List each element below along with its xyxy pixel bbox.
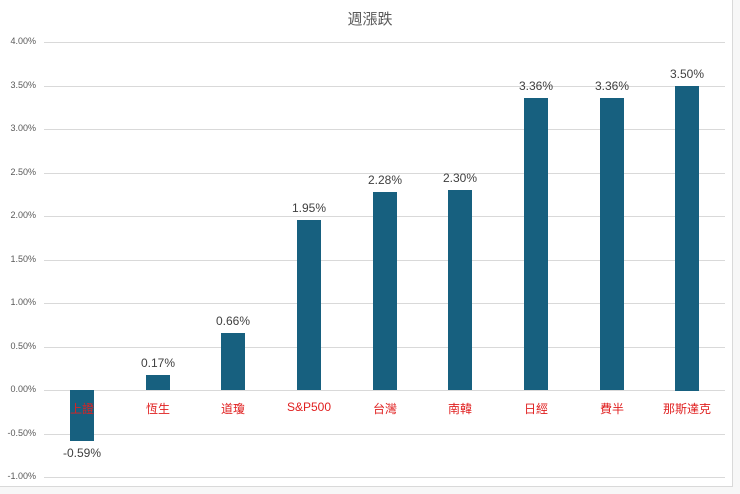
data-label: 2.30% — [442, 171, 478, 185]
bar — [221, 333, 245, 390]
data-label: 0.17% — [140, 356, 176, 370]
data-label: 2.28% — [367, 173, 403, 187]
x-category-label: S&P500 — [286, 400, 332, 414]
y-tick-label: 3.50% — [10, 80, 36, 90]
x-category-label: 上證 — [69, 402, 94, 416]
bar — [675, 86, 699, 391]
spreadsheet-row-strip — [0, 487, 740, 494]
data-label: 1.95% — [291, 201, 327, 215]
x-category-label: 恆生 — [145, 402, 170, 416]
x-category-label: 南韓 — [447, 402, 472, 416]
bar — [70, 390, 94, 441]
bar — [146, 375, 170, 390]
data-label: -0.59% — [62, 446, 102, 460]
spreadsheet-column-strip — [733, 0, 740, 494]
x-category-label: 台灣 — [372, 402, 397, 416]
y-tick-label: -1.00% — [7, 471, 36, 481]
y-tick-label: 2.50% — [10, 167, 36, 177]
data-label: 3.36% — [594, 79, 630, 93]
bar — [448, 190, 472, 390]
bar — [600, 98, 624, 390]
chart-title: 週漲跌 — [347, 11, 393, 28]
y-tick-label: 0.00% — [10, 384, 36, 394]
x-category-label: 日經 — [523, 402, 548, 416]
bar — [524, 98, 548, 390]
gridline — [44, 477, 725, 478]
gridline — [44, 390, 725, 391]
gridline — [44, 173, 725, 174]
chart-frame — [0, 0, 733, 487]
gridline — [44, 129, 725, 130]
gridline — [44, 434, 725, 435]
y-tick-label: 4.00% — [10, 36, 36, 46]
y-tick-label: -0.50% — [7, 428, 36, 438]
y-tick-label: 0.50% — [10, 341, 36, 351]
x-category-label: 那斯達克 — [662, 402, 711, 416]
y-tick-label: 1.50% — [10, 254, 36, 264]
bar — [373, 192, 397, 390]
data-label: 3.50% — [669, 67, 705, 81]
y-tick-label: 2.00% — [10, 210, 36, 220]
y-tick-label: 3.00% — [10, 123, 36, 133]
x-category-label: 費半 — [599, 402, 624, 416]
x-category-label: 道瓊 — [220, 402, 245, 416]
data-label: 0.66% — [215, 314, 251, 328]
gridline — [44, 86, 725, 87]
gridline — [44, 42, 725, 43]
data-label: 3.36% — [518, 79, 554, 93]
bar — [297, 220, 321, 390]
y-tick-label: 1.00% — [10, 297, 36, 307]
